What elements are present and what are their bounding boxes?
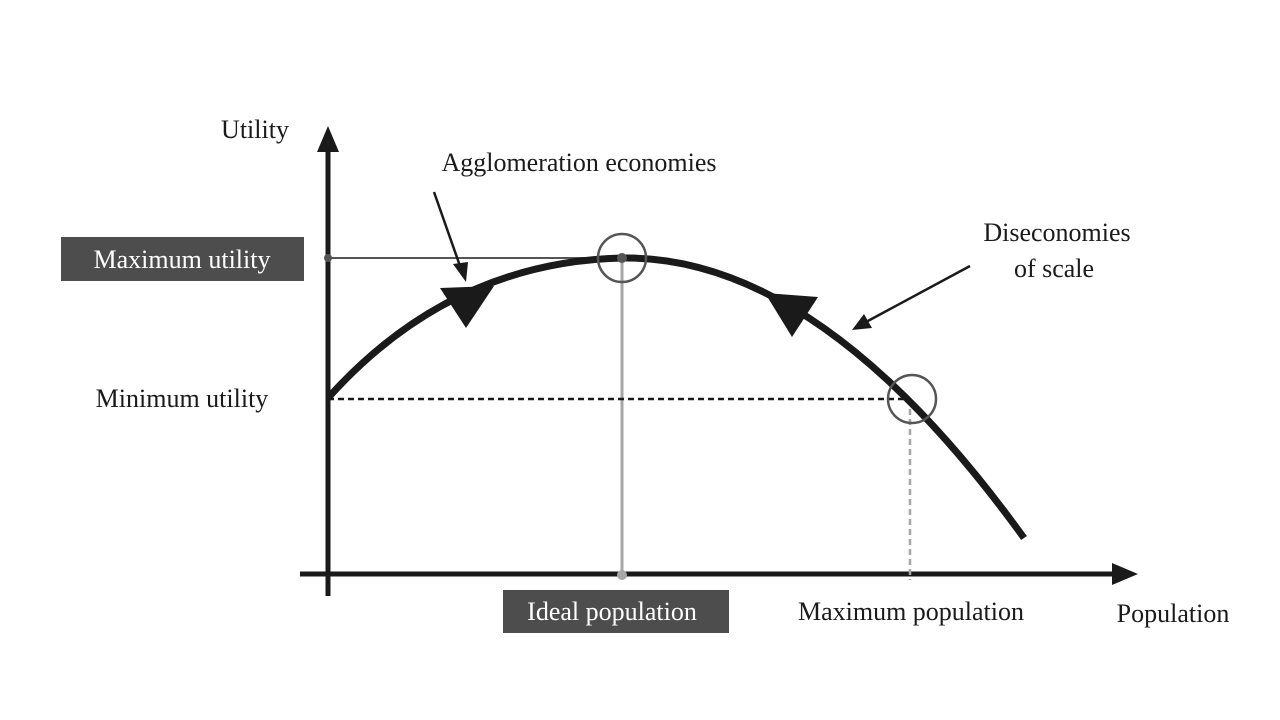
y-axis-label: Utility [221,115,289,144]
maximum-utility-dot [324,254,332,262]
curve-arrow-left [440,286,494,328]
agglomeration-pointer-head [453,262,468,282]
maximum-population-label: Maximum population [798,597,1024,626]
x-axis-arrowhead [1112,563,1138,585]
diseconomies-pointer [865,264,971,324]
diseconomies-pointer-head [852,314,872,330]
x-axis-label: Population [1117,599,1230,628]
utility-curve [325,254,1027,541]
maximum-population-circle [886,373,938,425]
maximum-utility-label: Maximum utility [94,245,271,274]
ideal-population-box [503,590,729,633]
diseconomies-label-line2: of scale [1014,254,1094,283]
ideal-point-dot [617,253,627,263]
maximum-utility-circle [596,232,648,284]
curve-arrow-right [765,293,818,337]
agglomeration-pointer [432,191,462,267]
diseconomies-label-line1: Diseconomies [983,218,1130,247]
agglomeration-label: Agglomeration economies [441,148,716,177]
minimum-utility-label: Minimum utility [96,384,269,413]
ideal-population-label: Ideal population [527,597,697,626]
ideal-population-dot [617,570,627,580]
maximum-utility-box [61,237,304,281]
y-axis-arrowhead [317,126,339,152]
